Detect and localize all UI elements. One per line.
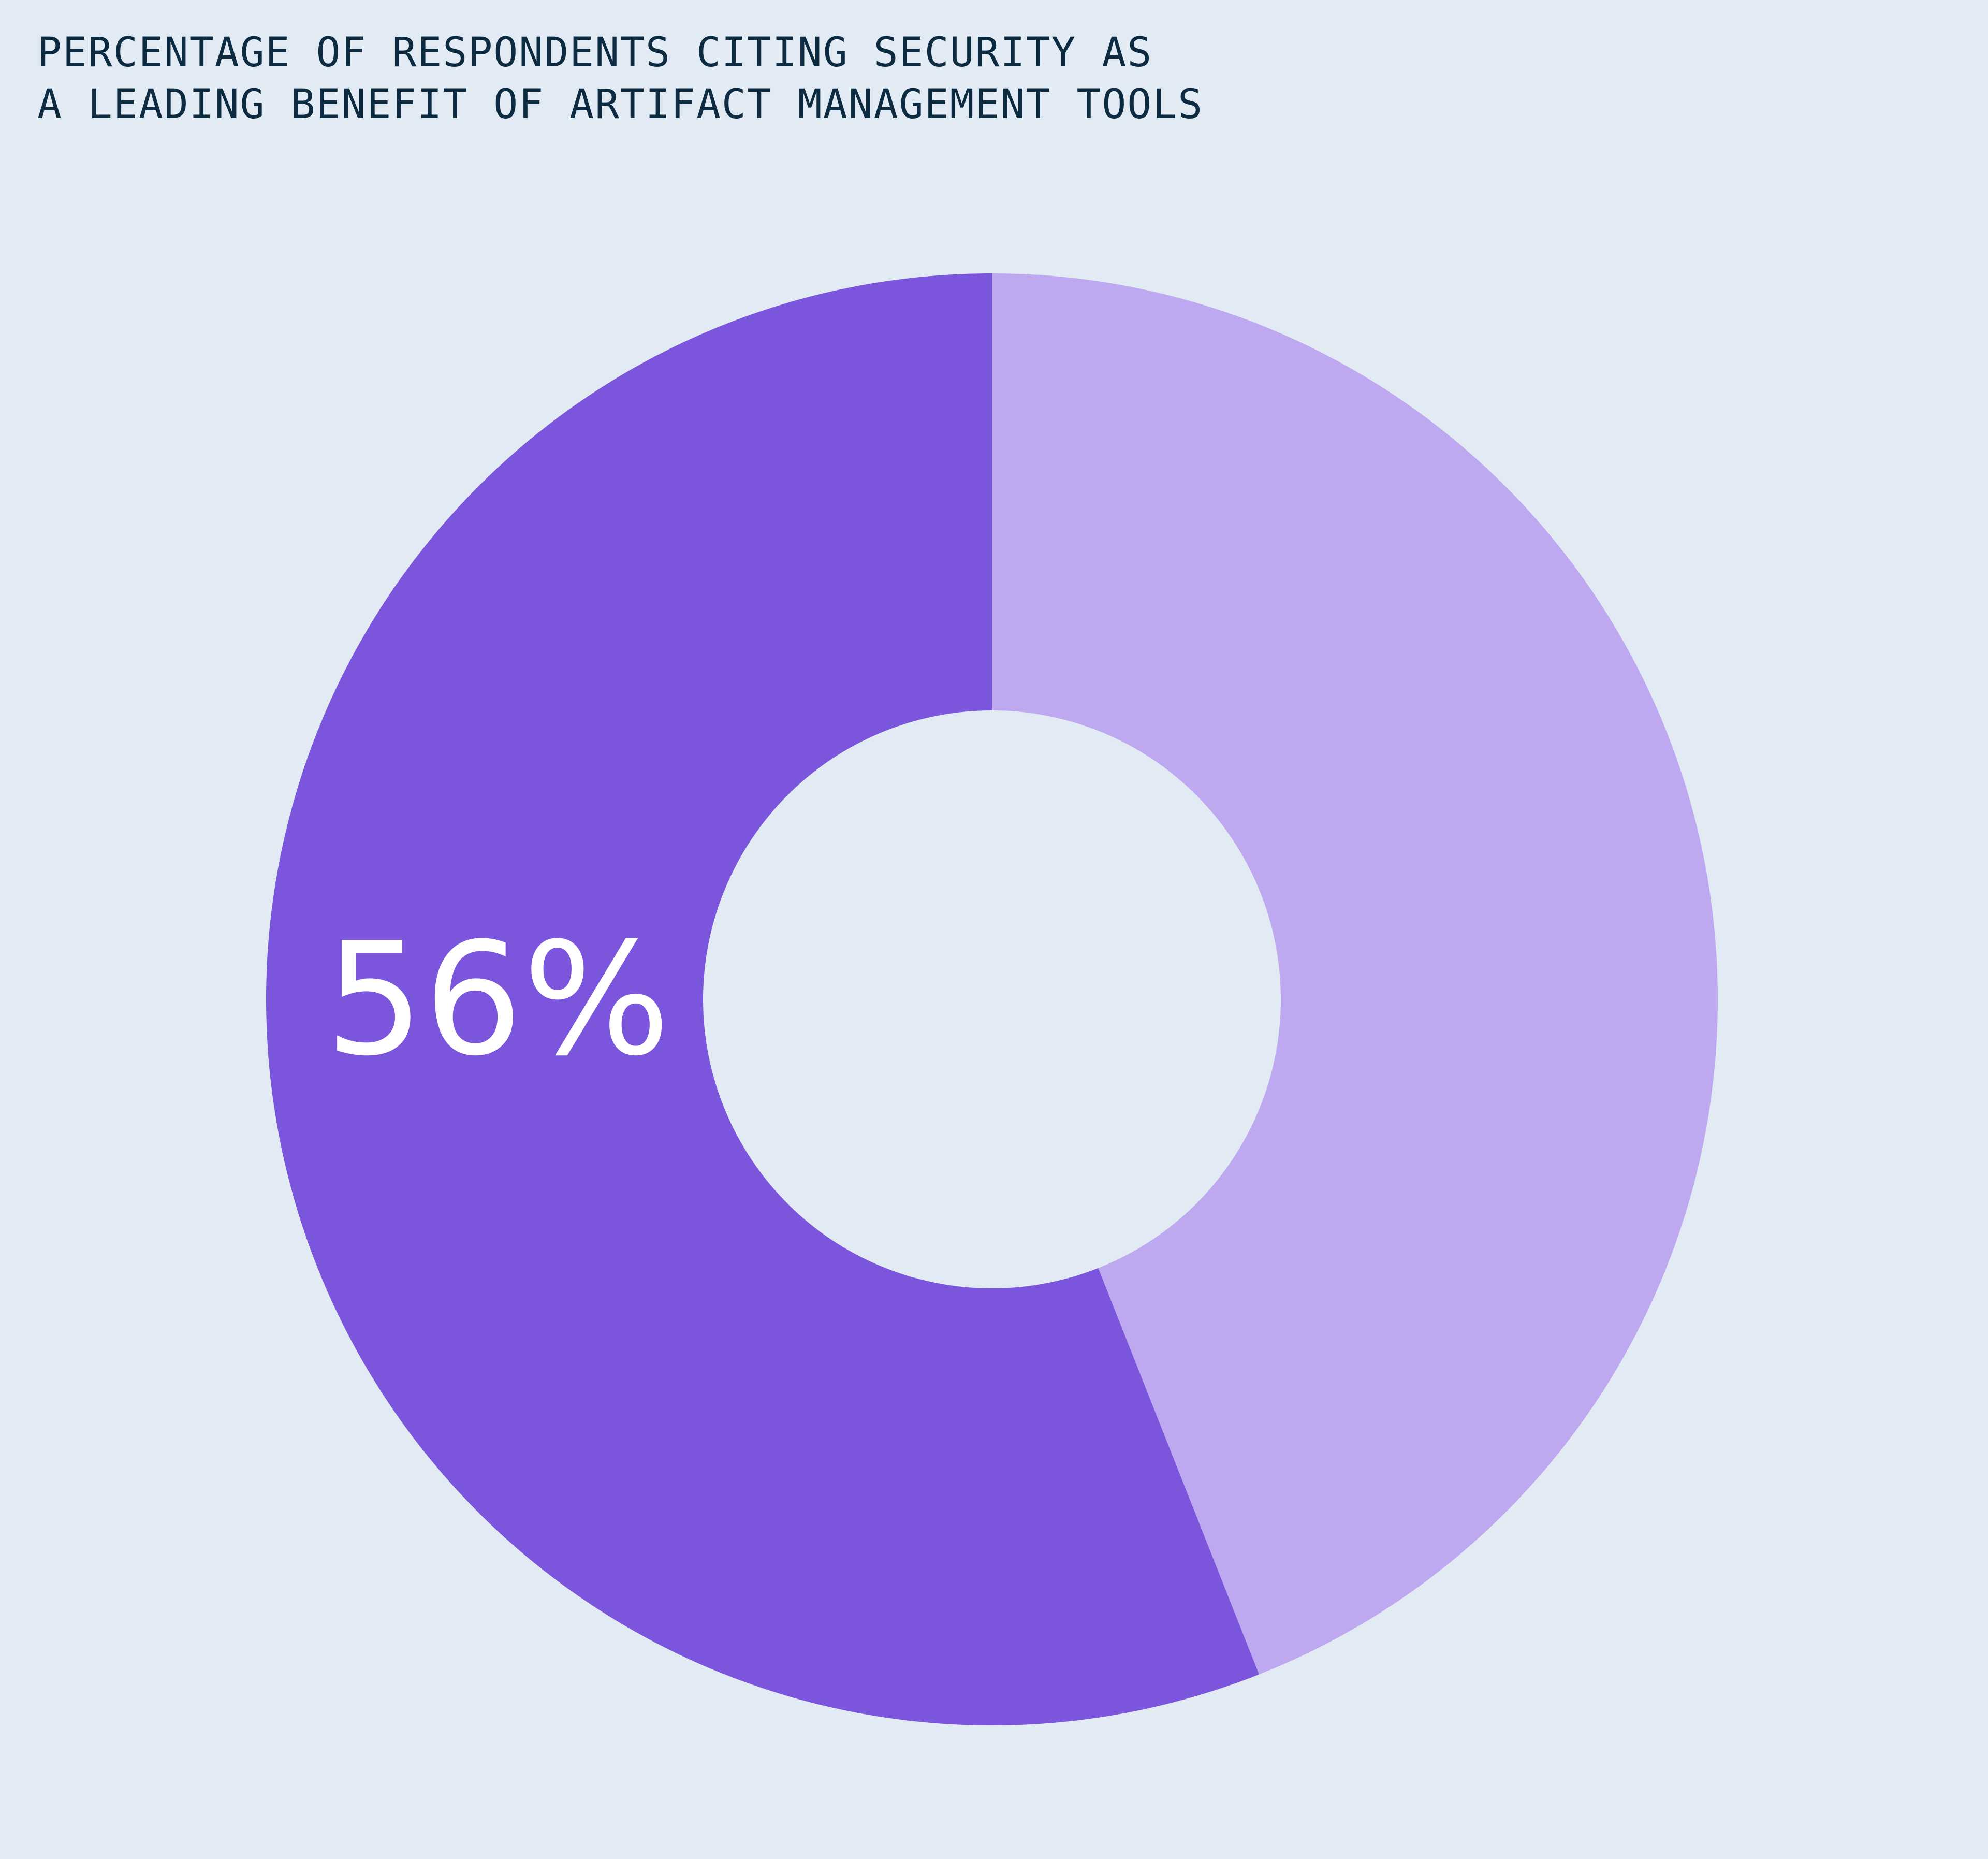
chart-title-line-1: PERCENTAGE OF RESPONDENTS CITING SECURIT…	[37, 30, 1153, 76]
slice-other	[992, 273, 1718, 1675]
slice-label-security: 56%	[325, 909, 670, 1090]
chart-title: PERCENTAGE OF RESPONDENTS CITING SECURIT…	[37, 27, 1203, 130]
chart-title-line-2: A LEADING BENEFIT OF ARTIFACT MANAGEMENT…	[37, 81, 1204, 128]
donut-hole	[703, 710, 1281, 1288]
